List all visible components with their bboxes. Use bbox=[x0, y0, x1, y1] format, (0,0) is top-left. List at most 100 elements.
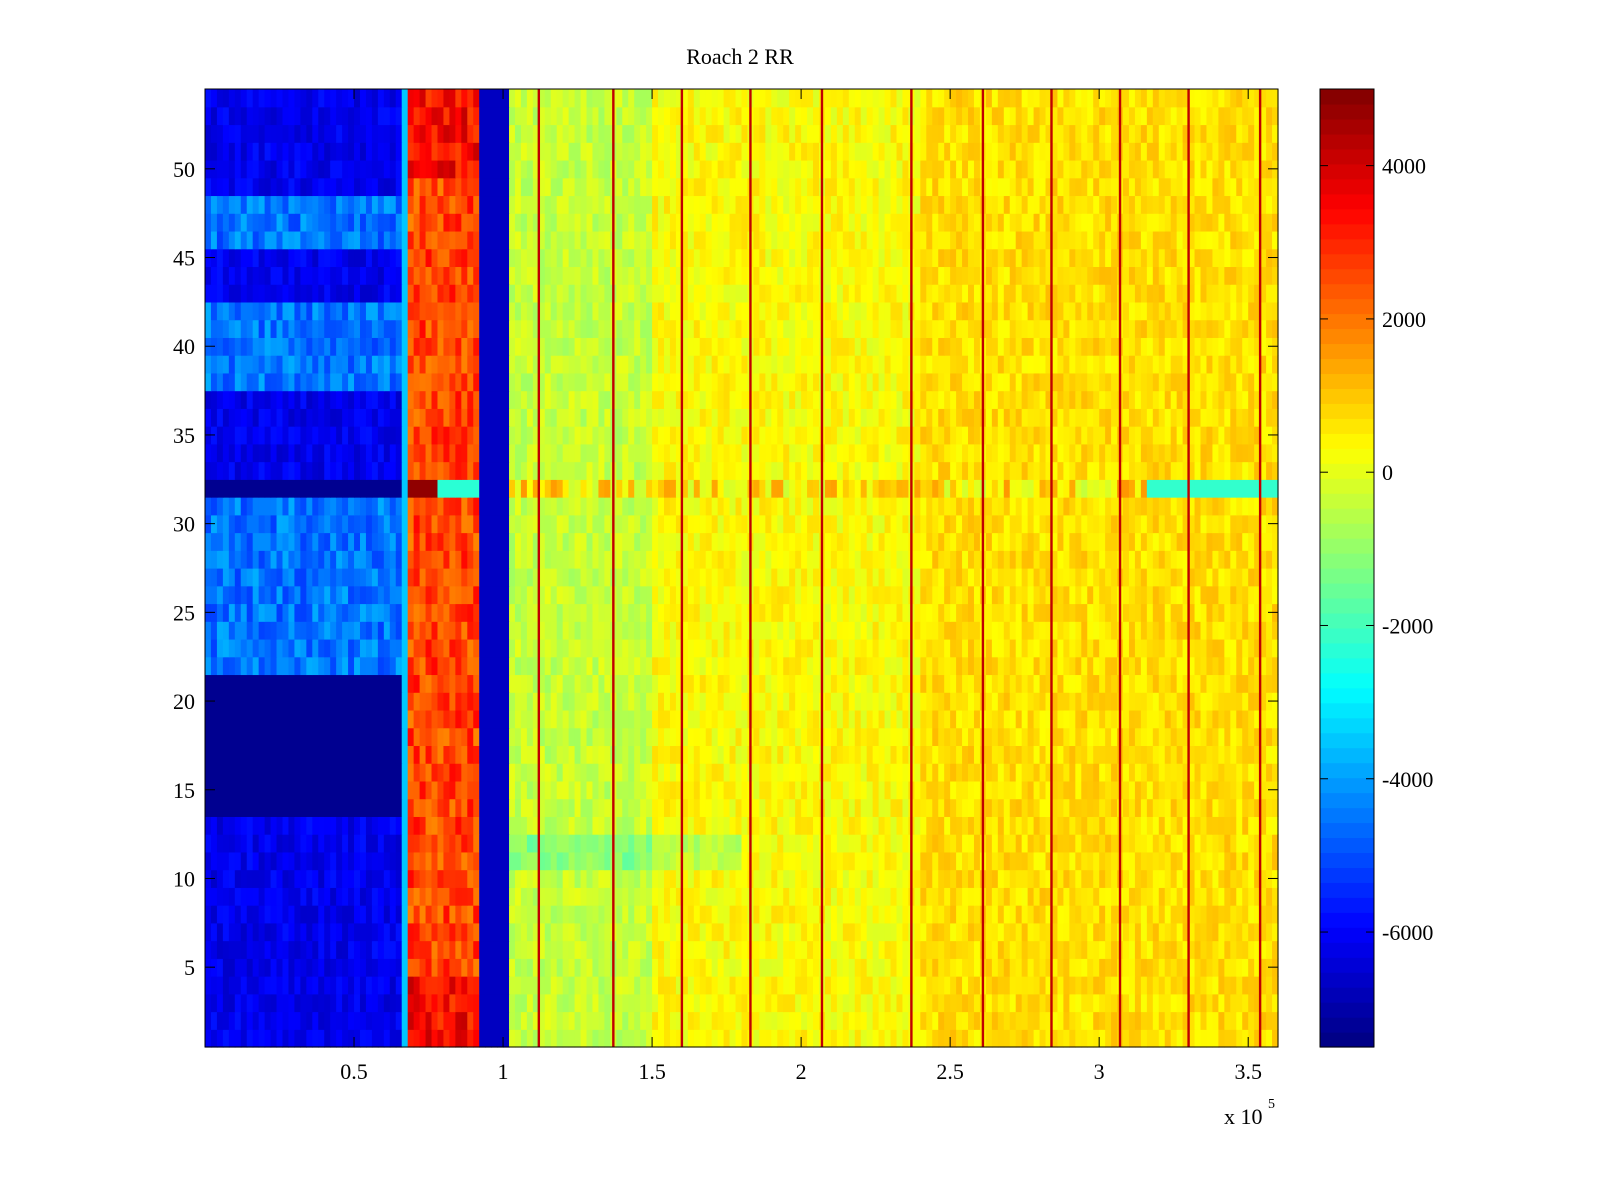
heatmap-cell bbox=[574, 798, 582, 817]
heatmap-cell bbox=[1009, 958, 1017, 977]
heatmap-cell bbox=[1140, 1011, 1148, 1030]
heatmap-cell bbox=[1069, 585, 1076, 605]
heatmap-cell bbox=[652, 780, 659, 800]
heatmap-cell bbox=[1015, 550, 1023, 569]
heatmap-cell bbox=[1093, 585, 1100, 605]
heatmap-cell bbox=[538, 940, 546, 959]
heatmap-cell bbox=[735, 1011, 743, 1030]
heatmap-cell bbox=[1164, 709, 1172, 729]
heatmap-cell bbox=[288, 940, 296, 959]
heatmap-cell bbox=[1069, 1011, 1076, 1030]
heatmap-cell bbox=[1128, 656, 1136, 676]
heatmap-cell bbox=[258, 976, 266, 995]
heatmap-cell bbox=[485, 887, 492, 906]
heatmap-cell bbox=[777, 1029, 784, 1048]
heatmap-cell bbox=[830, 603, 838, 622]
heatmap-cell bbox=[520, 674, 528, 693]
heatmap-cell bbox=[1057, 798, 1064, 817]
heatmap-cell bbox=[437, 780, 445, 800]
heatmap-cell bbox=[1170, 958, 1178, 977]
heatmap-cell bbox=[509, 780, 516, 800]
heatmap-cell bbox=[771, 869, 778, 888]
heatmap-cell bbox=[1200, 763, 1208, 782]
heatmap-cell bbox=[210, 727, 218, 747]
heatmap-cell bbox=[270, 869, 278, 888]
heatmap-cell bbox=[1111, 798, 1118, 817]
heatmap-cell bbox=[473, 887, 480, 906]
heatmap-cell bbox=[646, 869, 653, 888]
heatmap-cell bbox=[1188, 1011, 1196, 1030]
heatmap-cell bbox=[634, 851, 641, 871]
heatmap-cell bbox=[1146, 798, 1154, 817]
heatmap-cell bbox=[1254, 656, 1261, 676]
heatmap-cell bbox=[920, 674, 927, 693]
heatmap-cell bbox=[616, 621, 623, 640]
heatmap-cell bbox=[789, 834, 796, 853]
heatmap-cell bbox=[669, 905, 677, 924]
heatmap-cell bbox=[604, 692, 611, 711]
heatmap-cell bbox=[824, 1029, 832, 1048]
heatmap-cell bbox=[383, 922, 391, 942]
heatmap-cell bbox=[1003, 798, 1011, 817]
heatmap-cell bbox=[1003, 922, 1011, 942]
heatmap-cell bbox=[795, 905, 802, 924]
heatmap-cell bbox=[210, 922, 218, 942]
heatmap-cell bbox=[252, 621, 260, 640]
heatmap-cell bbox=[359, 958, 367, 977]
heatmap-cell bbox=[365, 585, 373, 605]
heatmap-cell bbox=[681, 709, 689, 729]
heatmap-cell bbox=[473, 993, 480, 1013]
heatmap-cell bbox=[1009, 905, 1017, 924]
heatmap-cell bbox=[866, 922, 874, 942]
heatmap-cell bbox=[759, 905, 766, 924]
heatmap-cell bbox=[1176, 798, 1184, 817]
heatmap-cell bbox=[550, 585, 558, 605]
heatmap-cell bbox=[1188, 745, 1196, 764]
heatmap-cell bbox=[586, 674, 594, 693]
heatmap-cell bbox=[371, 656, 379, 676]
heatmap-cell bbox=[1140, 603, 1148, 622]
heatmap-cell bbox=[1057, 976, 1064, 995]
heatmap-cell bbox=[1200, 958, 1208, 977]
heatmap-cell bbox=[413, 851, 421, 871]
heatmap-cell bbox=[997, 550, 1005, 569]
heatmap-cell bbox=[342, 727, 349, 747]
heatmap-cell bbox=[598, 656, 605, 676]
heatmap-cell bbox=[240, 727, 248, 747]
heatmap-cell bbox=[1206, 585, 1214, 605]
heatmap-cell bbox=[365, 922, 373, 942]
heatmap-cell bbox=[771, 976, 778, 995]
heatmap-cell bbox=[729, 692, 737, 711]
heatmap-cell bbox=[389, 905, 397, 924]
heatmap-cell bbox=[765, 550, 772, 569]
heatmap-cell bbox=[288, 621, 296, 640]
heatmap-cell bbox=[288, 922, 296, 942]
heatmap-cell bbox=[890, 869, 898, 888]
heatmap-cell bbox=[228, 993, 236, 1013]
heatmap-cell bbox=[848, 798, 856, 817]
heatmap-cell bbox=[675, 674, 683, 693]
heatmap-cell bbox=[1230, 798, 1237, 817]
heatmap-cell bbox=[1224, 905, 1231, 924]
heatmap-cell bbox=[824, 585, 832, 605]
heatmap-cell bbox=[383, 692, 391, 711]
heatmap-cell bbox=[473, 1029, 480, 1048]
heatmap-cell bbox=[1182, 585, 1190, 605]
heatmap-cell bbox=[830, 568, 838, 587]
heatmap-cell bbox=[950, 745, 957, 764]
heatmap-cell bbox=[431, 869, 439, 888]
heatmap-cell bbox=[1039, 976, 1047, 995]
heatmap-cell bbox=[1224, 709, 1231, 729]
heatmap-cell bbox=[574, 905, 582, 924]
heatmap-cell bbox=[646, 922, 653, 942]
heatmap-cell bbox=[1170, 621, 1178, 640]
heatmap-cell bbox=[526, 603, 534, 622]
heatmap-cell bbox=[222, 674, 230, 693]
heatmap-cell bbox=[300, 976, 307, 995]
heatmap-cell bbox=[586, 621, 594, 640]
heatmap-cell bbox=[246, 727, 254, 747]
heatmap-cell bbox=[997, 958, 1005, 977]
heatmap-cell bbox=[866, 709, 874, 729]
heatmap-cell bbox=[1009, 816, 1017, 835]
heatmap-cell bbox=[848, 780, 856, 800]
